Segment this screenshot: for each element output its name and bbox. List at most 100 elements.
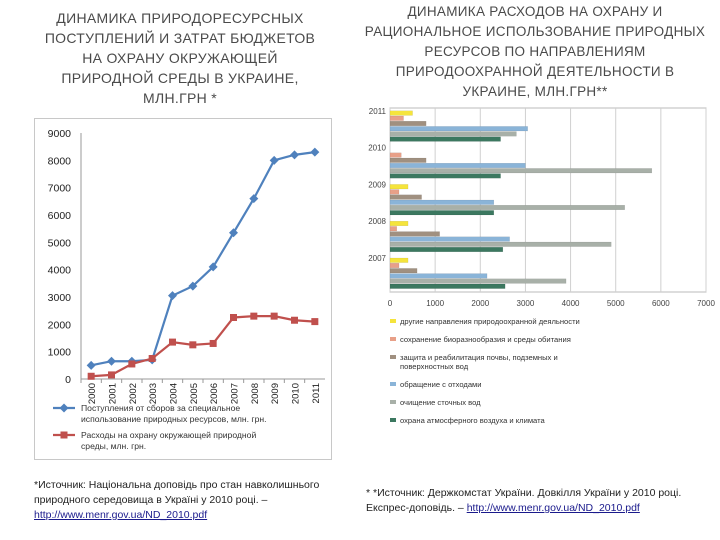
series-1-point — [290, 150, 299, 160]
bar-2 — [389, 226, 397, 232]
x-tick-label: 0 — [388, 299, 393, 308]
left-source-text: *Источник: Національна доповідь про стан… — [34, 479, 320, 506]
x-tick-label: 2006 — [209, 383, 220, 404]
right-source-note: * *Источник: Держкомстат України. Довкіл… — [366, 486, 696, 516]
y-tick-label: 8000 — [48, 155, 72, 167]
bar-2 — [389, 115, 404, 121]
x-tick-label: 2005 — [189, 383, 200, 404]
series-2-point — [169, 338, 176, 346]
x-tick-label: 2008 — [250, 383, 261, 404]
right-source-text: * *Источник: Держкомстат України. Довкіл… — [366, 487, 682, 514]
bar-3 — [389, 268, 418, 274]
legend-label-1: другие направления природоохранной деяль… — [400, 317, 580, 326]
bar-1 — [389, 220, 409, 226]
y-tick-label: 5000 — [48, 237, 72, 249]
x-tick-label: 2000 — [471, 299, 489, 308]
x-tick-label: 2007 — [230, 383, 241, 404]
series-1-point — [188, 281, 198, 291]
y-tick-label: 3000 — [48, 292, 72, 304]
legend-label-2: сохранение биоразнообразия и среды обита… — [400, 335, 571, 344]
x-tick-label: 5000 — [607, 299, 625, 308]
x-tick-label: 7000 — [697, 299, 715, 308]
legend-swatch-2 — [390, 337, 396, 341]
left-chart-title: ДИНАМИКА ПРИРОДОРЕСУРСНЫХ ПОСТУПЛЕНИЙ И … — [44, 10, 316, 106]
right-bar-chart: 0 1000 2000 3000 4000 5000 6000 7000 2011 2010 200… — [356, 102, 716, 446]
x-tick-label: 2002 — [128, 383, 139, 404]
left-source-note: *Источник: Національна доповідь про стан… — [34, 478, 334, 523]
category-label: 2008 — [368, 217, 386, 226]
series-2-point — [209, 339, 217, 347]
series-2-point — [311, 318, 319, 326]
x-tick-label: 3000 — [517, 299, 535, 308]
series-1-point — [168, 291, 177, 301]
bar-1 — [389, 257, 409, 263]
legend-swatch-3 — [390, 355, 396, 359]
bar-1 — [389, 110, 413, 116]
bar-6 — [389, 136, 501, 142]
category-label: 2007 — [368, 254, 386, 263]
legend-label-3: защита и реабилитация почвы, подземных и — [400, 353, 558, 362]
bar-2 — [389, 152, 402, 158]
y-tick-label: 1000 — [48, 347, 72, 359]
bar-3 — [389, 157, 427, 163]
bar-2 — [389, 189, 400, 195]
bar-4 — [389, 236, 510, 242]
x-tick-label: 2001 — [108, 383, 119, 404]
bar-6 — [389, 246, 504, 252]
bar-3 — [389, 121, 427, 127]
x-tick-label: 4000 — [562, 299, 580, 308]
y-tick-label: 0 — [65, 374, 71, 386]
bar-6 — [389, 173, 501, 179]
x-tick-label: 2000 — [87, 383, 98, 404]
series-1-point — [249, 194, 259, 204]
series-2-point — [108, 371, 115, 379]
left-source-link[interactable]: http://www.menr.gov.ua/ND_2010.pdf — [34, 509, 208, 521]
right-source-link[interactable]: http://www.menr.gov.ua/ND_2010.pdf — [466, 502, 640, 514]
bar-5 — [389, 204, 625, 210]
bar-6 — [389, 210, 495, 216]
bar-1 — [389, 184, 409, 190]
series-1-point — [107, 356, 116, 366]
bar-3 — [389, 194, 422, 200]
bar-5 — [389, 278, 567, 284]
legend-label-3: поверхностных вод — [400, 362, 469, 371]
series-2-point — [291, 316, 298, 324]
legend-label-1: использование природных ресурсов, млн. г… — [81, 414, 266, 424]
series-2-point — [189, 341, 197, 349]
bar-4 — [389, 273, 488, 279]
series-2-point — [230, 314, 237, 321]
x-tick-label: 6000 — [652, 299, 670, 308]
y-tick-label: 6000 — [48, 210, 72, 222]
series-2-point — [148, 355, 156, 362]
bar-5 — [389, 131, 517, 137]
bar-4 — [389, 163, 526, 169]
y-tick-label: 7000 — [48, 183, 72, 195]
series-2-point — [87, 372, 95, 380]
legend-marker-1 — [59, 403, 69, 413]
series-1-point — [86, 360, 96, 370]
y-tick-label: 2000 — [48, 319, 72, 331]
legend-label-6: охрана атмосферного воздуха и климата — [400, 416, 546, 425]
series-2-point — [250, 312, 258, 320]
x-tick-label: 1000 — [426, 299, 444, 308]
bar-chart-svg: 0 1000 2000 3000 4000 5000 6000 7000 2011 2010 200… — [368, 107, 715, 425]
series-1-point — [208, 262, 218, 272]
series-2-point — [128, 360, 136, 368]
x-tick-label: 2004 — [169, 383, 180, 404]
right-chart-title: ДИНАМИКА РАСХОДОВ НА ОХРАНУ И РАЦИОНАЛЬН… — [364, 4, 706, 99]
bar-4 — [389, 199, 495, 205]
bar-4 — [389, 126, 528, 132]
bar-6 — [389, 283, 506, 289]
series-1-point — [269, 155, 279, 165]
legend-swatch-5 — [390, 400, 396, 404]
x-tick-label: 2009 — [270, 383, 281, 404]
category-label: 2009 — [368, 180, 386, 189]
x-tick-label: 2011 — [311, 383, 322, 403]
series-line-2 — [91, 315, 315, 378]
bar-5 — [389, 168, 653, 174]
series-line-1 — [90, 151, 315, 367]
left-line-chart: 0 1000 2000 3000 4000 5000 6000 7000 8000 9000 200… — [34, 118, 332, 460]
line-chart-svg: 0 1000 2000 3000 4000 5000 6000 7000 8000 9000 200… — [48, 128, 325, 451]
category-label: 2011 — [369, 107, 387, 116]
y-tick-label: 4000 — [48, 265, 72, 277]
